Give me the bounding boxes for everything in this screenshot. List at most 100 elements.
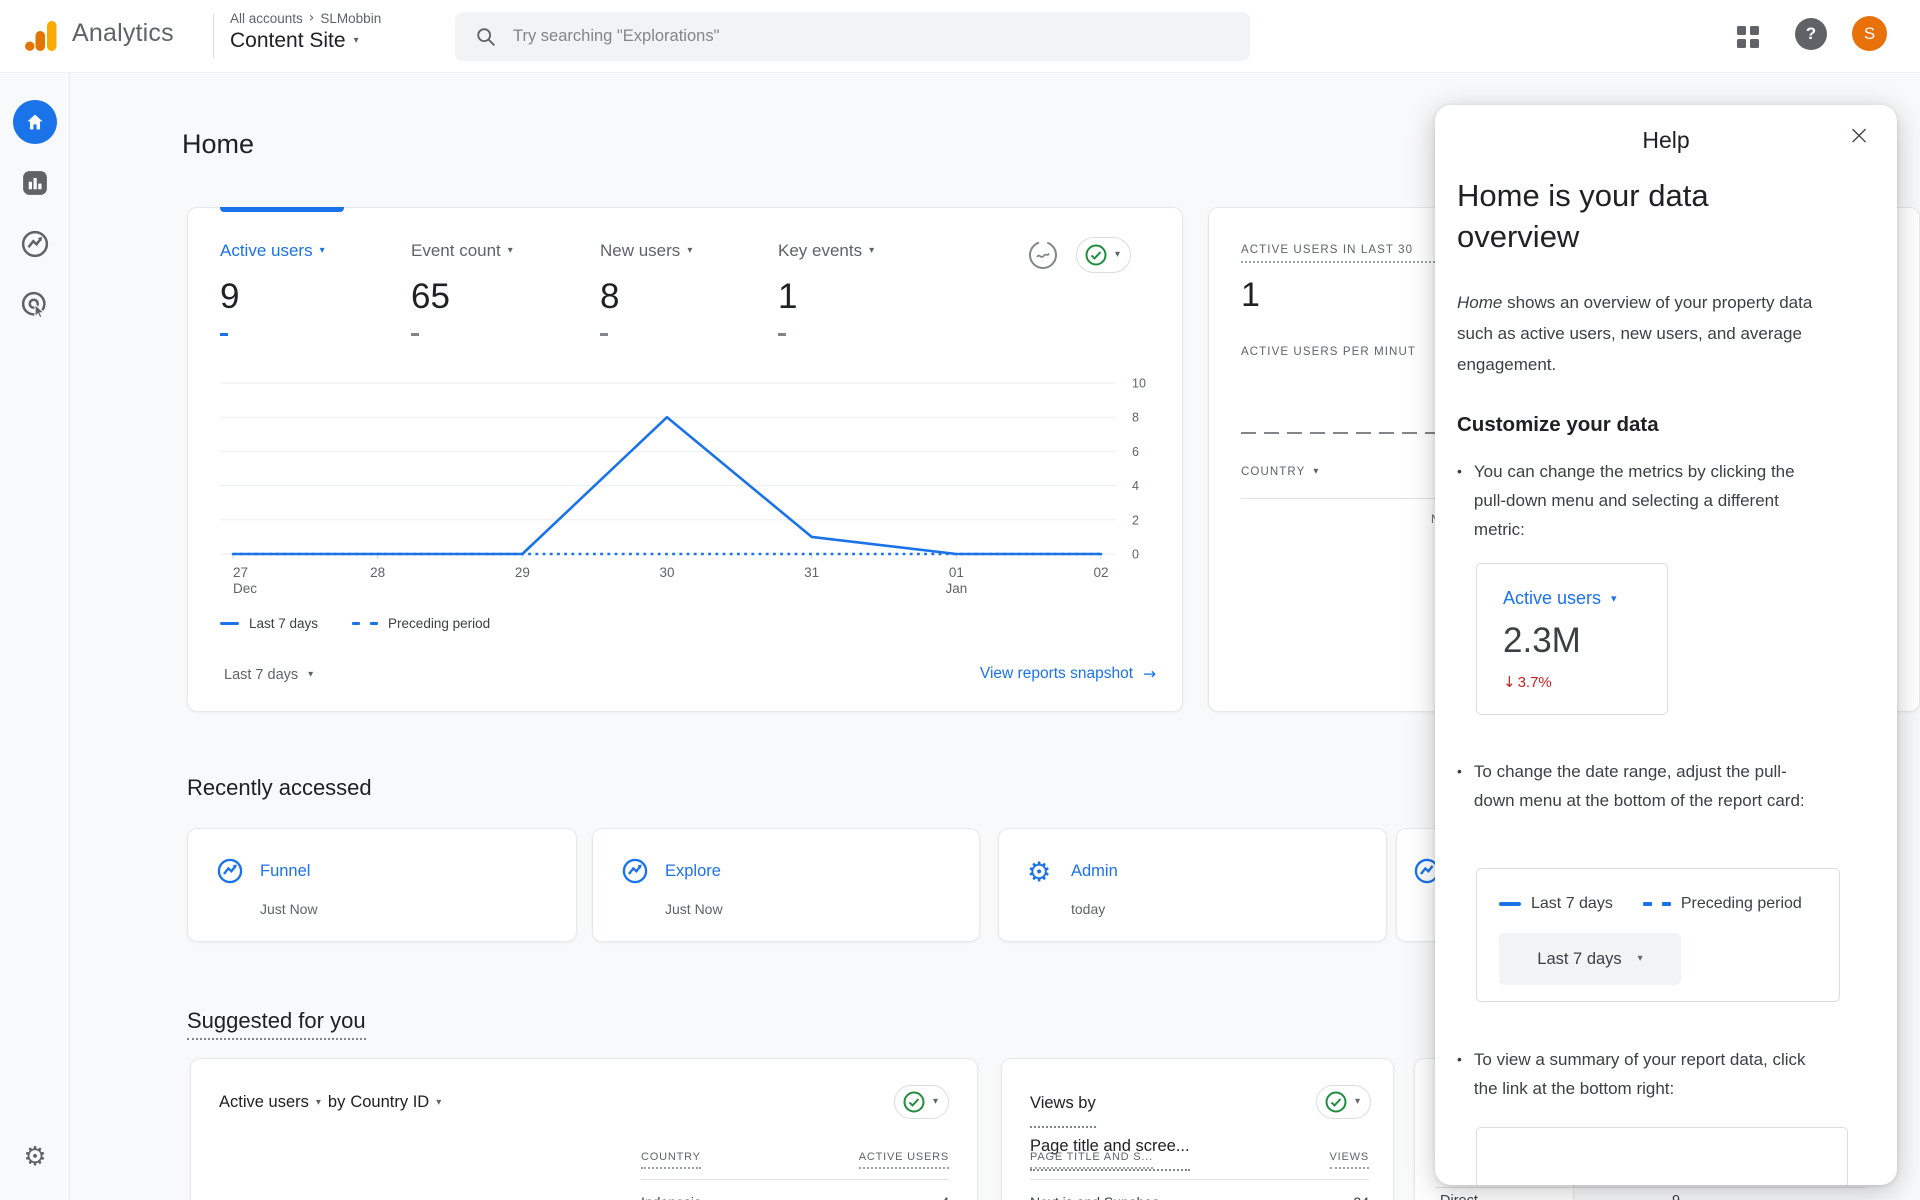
help-intro: Home shows an overview of your property … [1457,293,1813,374]
metric-key-events: Key events 1 [778,241,874,336]
example-legend: Last 7 days Preceding period [1499,895,1839,913]
svg-text:2: 2 [1132,513,1139,527]
metric-active-users: Active users 9 [220,241,325,336]
help-section-heading: Customize your data [1457,413,1659,436]
sidebar-item-reports[interactable] [13,161,57,205]
breadcrumb-org[interactable]: SLMobbin [320,10,382,26]
home-icon [27,114,43,130]
top-app-bar: Analytics All accounts SLMobbin Content … [0,0,1920,73]
explore-icon [21,230,49,258]
legend-solid-swatch [220,622,239,625]
left-nav-sidebar [0,73,70,1200]
suggested-card-country: Active users by Country ID COUNTRY ACTIV… [190,1058,978,1200]
sidebar-item-settings[interactable] [13,1135,57,1179]
help-bullet-2: • To change the date range, adjust the p… [1457,757,1857,815]
table-row: Indonesia 4 [641,1194,949,1200]
column-header[interactable]: PAGE TITLE AND S... [1030,1151,1153,1169]
data-quality-pill[interactable] [1315,1085,1371,1119]
svg-text:01: 01 [949,565,964,580]
reports-icon [23,171,47,195]
metric-selector[interactable]: Active users [220,241,325,261]
recent-item-label: Funnel [260,862,311,880]
legend-dash-swatch [1642,902,1652,906]
comparison-dash [600,333,608,336]
metric-selector[interactable]: Key events [778,241,874,261]
data-quality-pill[interactable] [893,1085,949,1119]
svg-text:0: 0 [1132,548,1139,562]
comparison-dash [411,333,419,336]
sidebar-item-explore[interactable] [13,222,57,266]
date-range-example-button[interactable]: Last 7 days [1499,933,1681,985]
divider [1030,1179,1369,1180]
avatar[interactable]: S [1852,16,1887,51]
divider [1435,1187,1865,1188]
help-icon[interactable]: ? [1795,18,1827,50]
breadcrumb-account[interactable]: All accounts [230,10,303,26]
recent-item-time: today [1071,901,1106,917]
suggested-card-title: Active users by Country ID [219,1093,443,1112]
recent-card-explore[interactable]: Explore Just Now [592,828,980,942]
svg-text:Dec: Dec [233,581,257,596]
legend-dash-swatch [352,622,361,625]
metric-selector[interactable]: New users [600,241,692,261]
property-selector[interactable]: Content Site [230,29,359,53]
chevron-down-icon [1355,1097,1360,1107]
chevron-down-icon [933,1097,938,1107]
help-heading: Home is your data overview [1457,178,1709,254]
insights-icon[interactable] [1026,238,1060,272]
realtime-value: 1 [1241,276,1260,314]
view-reports-snapshot-link[interactable]: View reports snapshot [980,665,1156,683]
recent-card-admin[interactable]: Admin today [998,828,1387,942]
legend-dash-swatch [370,622,379,625]
metric-value: 65 [411,277,450,316]
property-name: Content Site [230,29,346,52]
sidebar-item-advertising[interactable] [13,283,57,327]
close-icon[interactable] [1841,117,1877,153]
recent-card-funnel[interactable]: Funnel Just Now [187,828,577,942]
svg-text:Jan: Jan [945,581,967,596]
suggested-card-views: Views by Page title and scree... PAGE TI… [1001,1058,1394,1200]
date-range-example-card: Last 7 days Preceding period Last 7 days [1476,868,1840,1002]
chevron-down-icon [1115,250,1120,260]
search-bar[interactable] [455,12,1250,61]
metric-selector-example[interactable]: Active users [1503,588,1667,609]
chevron-down-icon [687,246,692,256]
chevron-down-icon [436,1098,441,1108]
page-title: Home [182,129,255,159]
metric-event-count: Event count 65 [411,241,513,336]
help-panel-title: Help [1642,127,1690,153]
apps-grid-icon[interactable] [1737,26,1759,48]
breadcrumb[interactable]: All accounts SLMobbin [230,10,381,26]
dimension-selector[interactable]: Country ID [350,1093,430,1111]
column-header[interactable]: VIEWS [1329,1151,1369,1169]
svg-text:28: 28 [370,565,385,580]
date-range-dropdown[interactable]: Last 7 days [224,667,313,683]
help-bullet-1: • You can change the metrics by clicking… [1457,457,1837,544]
recent-item-time: Just Now [260,901,318,917]
chevron-down-icon [320,246,325,256]
suggested-card-title[interactable]: Views by Page title and scree... [1030,1085,1190,1171]
check-circle-icon [1085,244,1107,266]
chevron-down-icon [308,670,313,680]
metric-value: 8 [600,277,620,316]
search-input[interactable] [513,27,1193,46]
help-panel: Help Home is your data overview Home sho… [1435,105,1897,1185]
column-header[interactable]: COUNTRY [641,1151,701,1169]
country-column-selector[interactable]: COUNTRY [1241,466,1319,478]
svg-text:10: 10 [1132,377,1146,391]
svg-text:02: 02 [1093,565,1108,580]
chevron-down-icon [1313,467,1319,477]
column-header[interactable]: ACTIVE USERS [858,1151,949,1169]
help-bullet-3: • To view a summary of your report data,… [1457,1045,1847,1103]
google-analytics-logo[interactable] [24,18,60,54]
divider [641,1179,949,1180]
sidebar-item-home[interactable] [13,100,57,144]
metric-selector[interactable]: Event count [411,241,513,261]
data-quality-pill[interactable] [1076,237,1132,273]
brand-name: Analytics [72,19,174,47]
realtime-subtitle: ACTIVE USERS PER MINUT [1241,346,1416,358]
snapshot-example-card: View reports snapshot [1476,1127,1848,1185]
metric-selector[interactable]: Active users [219,1093,309,1111]
view-reports-snapshot-link[interactable]: View reports snapshot [1532,1164,1792,1185]
